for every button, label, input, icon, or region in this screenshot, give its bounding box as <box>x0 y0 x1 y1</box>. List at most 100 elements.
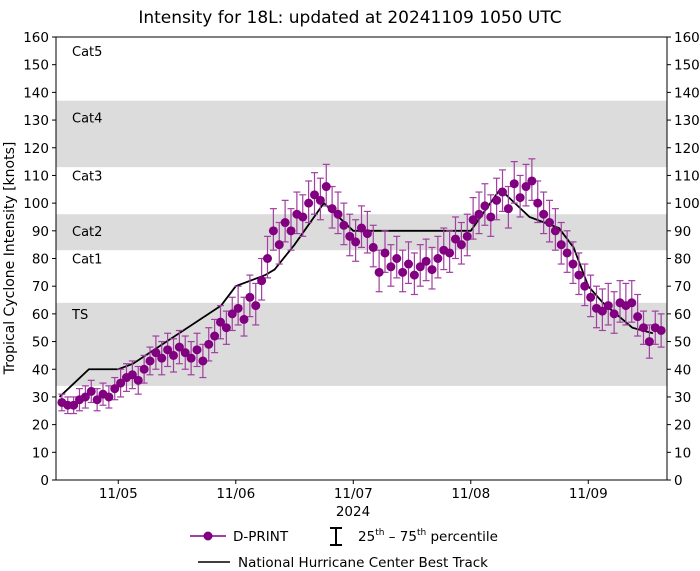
dprint-point <box>233 303 243 313</box>
category-label-ts: TS <box>71 308 88 323</box>
dprint-point <box>545 218 554 228</box>
x-tick-label: 11/07 <box>334 486 373 502</box>
category-band-ts <box>56 302 667 386</box>
dprint-point <box>221 323 231 333</box>
dprint-point <box>345 231 355 241</box>
dprint-point <box>486 212 496 222</box>
y-tick-label-left: 80 <box>32 252 49 268</box>
legend-errorbar-icon <box>330 527 342 546</box>
dprint-point <box>509 179 519 189</box>
x-tick-label: 11/06 <box>216 486 255 502</box>
y-tick-label-right: 130 <box>674 113 700 129</box>
dprint-point <box>404 259 413 269</box>
category-label-cat3: Cat3 <box>72 169 102 184</box>
y-tick-label-right: 140 <box>674 85 700 101</box>
dprint-point <box>86 386 96 396</box>
legend-dprint-label: D-PRINT <box>233 529 289 545</box>
legend: D-PRINT 25th – 75th percentile National … <box>190 527 498 571</box>
dprint-point <box>433 254 443 263</box>
dprint-point <box>392 254 402 263</box>
y-tick-label-left: 60 <box>32 307 49 323</box>
y-tick-label-left: 130 <box>23 113 49 129</box>
dprint-point <box>298 212 308 222</box>
dprint-point <box>139 364 149 374</box>
dprint-point <box>339 220 349 230</box>
dprint-point <box>180 348 190 358</box>
y-tick-label-right: 80 <box>674 252 691 268</box>
dprint-point <box>639 323 648 333</box>
dprint-point <box>398 267 408 277</box>
dprint-point <box>310 190 319 200</box>
dprint-point <box>568 259 578 269</box>
dprint-point <box>533 198 543 208</box>
dprint-point <box>321 182 331 192</box>
dprint-point <box>368 242 378 252</box>
legend-dprint-marker <box>203 531 213 541</box>
y-tick-label-left: 140 <box>23 85 49 101</box>
y-axis-label: Tropical Cyclone Intensity [knots] <box>2 142 18 376</box>
dprint-point <box>474 209 484 219</box>
category-label-cat2: Cat2 <box>72 225 102 240</box>
dprint-point <box>462 231 472 241</box>
y-tick-label-right: 100 <box>674 196 700 212</box>
y-tick-label-left: 20 <box>32 418 49 434</box>
dprint-point <box>492 195 502 205</box>
dprint-point <box>527 176 537 186</box>
y-tick-label-right: 40 <box>674 362 691 378</box>
dprint-point <box>116 378 126 388</box>
y-tick-label-left: 30 <box>32 390 49 406</box>
x-tick-label: 11/09 <box>569 486 608 502</box>
dprint-point <box>562 248 572 258</box>
axes: 0 0 10 10 20 20 30 30 40 40 50 50 60 60 70 70 80 80 90 90 10… <box>23 30 700 502</box>
y-tick-label-left: 0 <box>40 473 49 489</box>
dprint-point <box>644 337 654 347</box>
y-tick-label-left: 50 <box>32 335 49 351</box>
dprint-point <box>263 254 272 263</box>
dprint-point <box>421 256 431 266</box>
y-tick-label-right: 160 <box>674 30 700 46</box>
y-tick-label-left: 110 <box>23 168 49 184</box>
chart-title: Intensity for 18L: updated at 20241109 1… <box>138 8 561 28</box>
dprint-point <box>351 237 361 247</box>
dprint-point <box>69 400 79 410</box>
dprint-point <box>380 248 390 258</box>
dprint-point <box>409 270 419 280</box>
y-tick-label-right: 60 <box>674 307 691 323</box>
dprint-point <box>169 350 178 360</box>
dprint-point <box>315 195 325 205</box>
y-tick-label-left: 90 <box>32 224 49 240</box>
dprint-point <box>174 342 184 352</box>
dprint-point <box>239 314 249 324</box>
dprint-point <box>216 317 225 327</box>
y-tick-label-left: 10 <box>32 445 49 461</box>
dprint-point <box>104 392 114 402</box>
y-tick-label-left: 70 <box>32 279 49 295</box>
dprint-point <box>556 240 566 250</box>
dprint-point <box>280 218 290 228</box>
x-tick-label: 11/08 <box>451 486 490 502</box>
y-tick-label-right: 10 <box>674 445 691 461</box>
dprint-point <box>151 348 161 358</box>
dprint-point <box>204 339 214 349</box>
dprint-point <box>362 229 372 239</box>
dprint-point <box>92 395 102 405</box>
dprint-point <box>574 270 584 280</box>
y-tick-label-left: 120 <box>23 141 49 157</box>
dprint-point <box>274 240 284 250</box>
y-tick-label-right: 0 <box>674 473 683 489</box>
dprint-point <box>257 276 267 286</box>
dprint-point <box>415 262 425 272</box>
dprint-point <box>186 353 196 363</box>
dprint-point <box>133 375 143 385</box>
dprint-point <box>386 262 396 272</box>
dprint-point <box>515 193 525 203</box>
dprint-point <box>550 226 560 236</box>
legend-percentile-label: 25th – 75th percentile <box>358 528 498 545</box>
dprint-point <box>603 301 613 311</box>
dprint-point <box>357 223 366 233</box>
dprint-point <box>586 292 596 302</box>
dprint-point <box>327 204 337 214</box>
dprint-point <box>110 384 120 394</box>
dprint-point <box>245 292 255 302</box>
